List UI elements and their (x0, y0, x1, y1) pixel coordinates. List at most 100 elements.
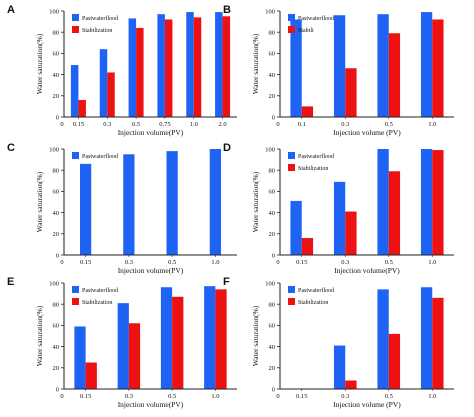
bar-pastwaterflood (128, 18, 137, 118)
x-tick-label: 0.15 (296, 393, 307, 400)
x-tick-label: 1.0 (211, 393, 219, 400)
y-tick-label: 0 (56, 386, 59, 393)
y-tick-label: 20 (269, 93, 276, 100)
bar-stabilization (222, 16, 231, 117)
y-axis-label: Water saturation(%) (251, 33, 260, 94)
x-origin-label: 0 (276, 259, 279, 266)
y-tick-label: 40 (269, 344, 276, 351)
y-tick-label: 60 (53, 189, 60, 196)
x-tick-label: 0.3 (341, 259, 349, 266)
y-tick-label: 100 (49, 146, 59, 153)
legend-label: Stabili (298, 28, 314, 34)
bar-pastwaterflood (377, 149, 389, 255)
y-tick-label: 20 (53, 365, 60, 372)
x-axis-label: Injection volume (PV) (333, 128, 401, 137)
y-tick-label: 40 (53, 210, 60, 217)
legend-swatch (288, 298, 295, 305)
bar-pastwaterflood (333, 181, 346, 255)
x-origin-label: 0 (60, 393, 63, 400)
x-tick-label: 0.15 (73, 121, 84, 128)
bar-pastwaterflood (377, 289, 389, 389)
panel-letter: D (223, 142, 231, 154)
x-axis-label: Injection volume(PV) (118, 128, 184, 137)
chart-panel-d: D 0 20 40 60 80 100 0.15 0.3 0.5 1.0 0 Injection vol… (223, 142, 454, 275)
legend-label: Stabilization (82, 28, 112, 34)
y-tick-label: 0 (272, 114, 275, 121)
x-tick-label: 0.5 (132, 121, 140, 128)
legend-swatch (72, 298, 79, 305)
bar-stabilization (345, 211, 357, 255)
y-tick-label: 20 (269, 231, 276, 238)
chart-panel-b: B 0 20 40 60 80 100 0.1 0.3 0.5 1.0 0 Injection volu… (223, 4, 454, 137)
panel-letter: B (223, 4, 231, 16)
x-tick-label: 0.15 (80, 259, 91, 266)
bar-pastwaterflood (80, 163, 92, 255)
x-tick-label: 0.75 (159, 121, 170, 128)
bar-pastwaterflood (117, 303, 129, 389)
y-tick-label: 20 (269, 365, 276, 372)
legend-swatch (72, 14, 79, 21)
legend-label: Pastwaterflood (298, 15, 334, 22)
bar-pastwaterflood (215, 12, 223, 118)
bar-pastwaterflood (186, 12, 194, 118)
x-origin-label: 0 (276, 121, 279, 128)
panel-letter: A (7, 4, 15, 16)
bar-pastwaterflood (420, 12, 433, 118)
bar-pastwaterflood (99, 49, 108, 117)
x-tick-label: 1.0 (428, 121, 436, 128)
bar-stabilization (172, 296, 184, 389)
x-tick-label: 0.3 (103, 121, 111, 128)
chart-panel-f: F 0 20 40 60 80 100 0.15 0.3 0.5 1.0 0 Injection vol… (223, 276, 454, 409)
x-tick-label: 0.15 (80, 393, 91, 400)
bar-stabilization (193, 17, 202, 117)
legend: Pastwaterflood Stabilization (72, 286, 118, 306)
legend: Pastwaterflood (72, 152, 118, 160)
y-tick-label: 60 (53, 51, 60, 58)
bar-pastwaterflood (123, 154, 135, 255)
x-axis-label: Injection volume(PV) (334, 266, 400, 275)
bar-stabilization (107, 72, 115, 117)
y-axis-label: Water saturation(%) (35, 171, 44, 232)
y-axis-label: Water saturation(%) (251, 171, 260, 232)
y-tick-label: 60 (269, 323, 276, 330)
y-axis-label: Water saturation(%) (35, 33, 44, 94)
bar-pastwaterflood (377, 14, 389, 117)
legend-swatch (288, 286, 295, 293)
y-tick-label: 40 (53, 344, 60, 351)
y-tick-label: 0 (56, 252, 59, 259)
legend-label: Pastwaterflood (82, 15, 118, 22)
y-tick-label: 0 (56, 114, 59, 121)
x-tick-label: 0.3 (125, 259, 133, 266)
y-tick-label: 80 (53, 30, 60, 37)
y-tick-label: 80 (53, 168, 60, 175)
x-axis-label: Injection volume(PV) (118, 400, 184, 409)
bar-stabilization (345, 380, 357, 389)
bar-pastwaterflood (74, 326, 86, 389)
bar-stabilization (128, 323, 141, 389)
y-tick-label: 80 (53, 302, 60, 309)
x-tick-label: 0.5 (168, 393, 176, 400)
bar-stabilization (432, 297, 444, 389)
bar-stabilization (388, 333, 401, 389)
legend-label: Stabilization (298, 166, 328, 172)
x-origin-label: 0 (276, 393, 279, 400)
y-tick-label: 80 (269, 302, 276, 309)
bar-stabilization (301, 238, 314, 255)
legend: Pastwaterflood Stabilization (288, 152, 334, 172)
x-tick-label: 1.0 (428, 259, 436, 266)
x-tick-label: 0.1 (298, 121, 306, 128)
x-tick-label: 0.3 (341, 121, 349, 128)
y-tick-label: 80 (269, 168, 276, 175)
bar-pastwaterflood (209, 149, 221, 255)
x-origin-label: 0 (60, 259, 63, 266)
x-tick-label: 0.5 (385, 259, 393, 266)
y-tick-label: 0 (272, 252, 275, 259)
legend: Pastwaterflood Stabili (288, 14, 334, 34)
panel-letter: E (7, 276, 14, 288)
bar-stabilization (388, 171, 401, 255)
chart-panel-c: C 0 20 40 60 80 100 0.15 0.3 0.5 1.0 0 Injection vol… (7, 142, 237, 275)
legend-label: Pastwaterflood (298, 153, 334, 160)
x-tick-label: 1.0 (428, 393, 436, 400)
x-tick-label: 1.0 (211, 259, 219, 266)
x-tick-label: 1.0 (190, 121, 198, 128)
